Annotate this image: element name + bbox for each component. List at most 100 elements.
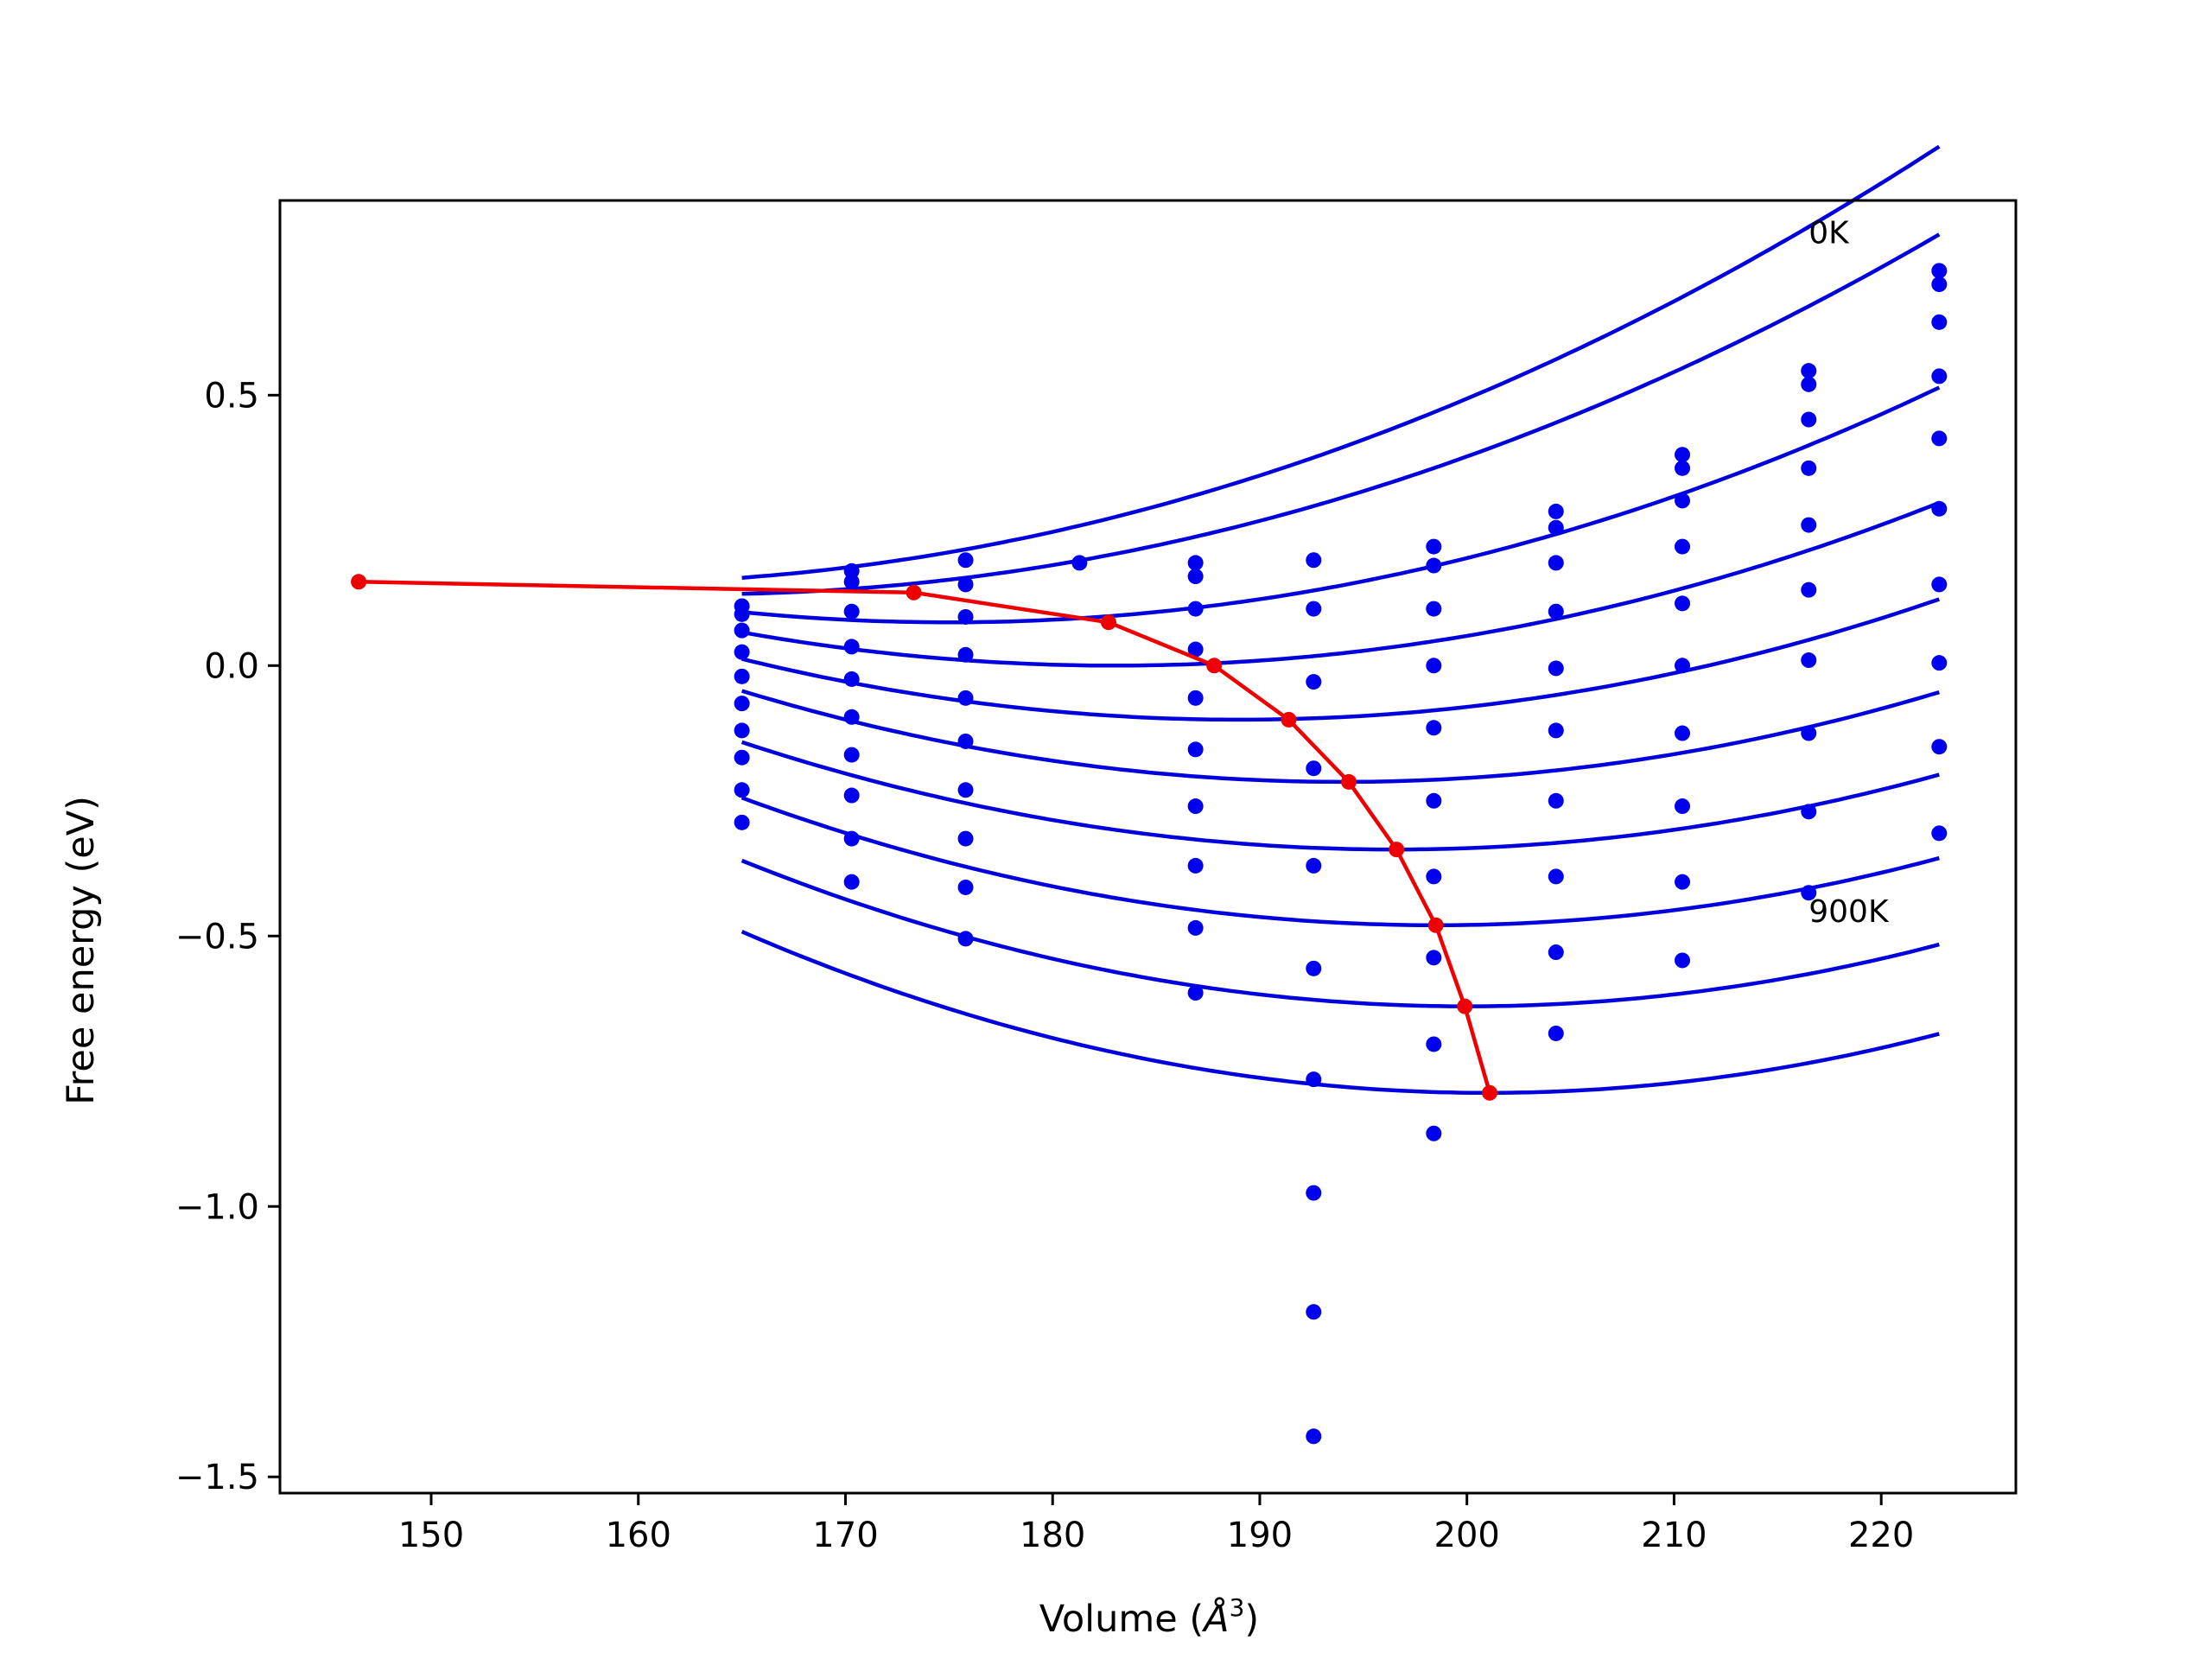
minimum-point xyxy=(1341,773,1357,790)
data-point xyxy=(843,574,860,590)
data-point xyxy=(843,563,860,579)
data-point xyxy=(1931,314,1948,330)
x-axis-label-text: Volume ( xyxy=(1039,1598,1204,1641)
y-tick-label: −0.5 xyxy=(175,917,259,957)
x-tick-label: 210 xyxy=(1641,1516,1707,1555)
data-point xyxy=(843,787,860,804)
minimum-point xyxy=(351,574,367,590)
minimum-point xyxy=(1427,917,1444,933)
minimum-point xyxy=(1389,842,1405,858)
data-point xyxy=(843,874,860,890)
fit-curve-7 xyxy=(741,796,1940,928)
data-point xyxy=(1931,263,1948,279)
fit-curve-4 xyxy=(741,597,1941,722)
data-point xyxy=(1801,363,1817,379)
fit-curve-2 xyxy=(741,385,1941,625)
data-point xyxy=(1675,595,1691,612)
minimum-point xyxy=(1100,614,1116,631)
data-point xyxy=(1426,1036,1442,1052)
data-point xyxy=(1931,739,1948,755)
x-axis-label-unit: Å xyxy=(1201,1597,1229,1641)
minimum-path xyxy=(351,574,1498,1101)
data-point xyxy=(1675,460,1691,476)
data-point xyxy=(843,671,860,687)
data-point xyxy=(1187,919,1204,936)
data-point xyxy=(1071,555,1088,571)
minimum-point xyxy=(1457,998,1473,1014)
data-point xyxy=(957,733,974,749)
data-point xyxy=(843,603,860,620)
fit-curve-8 xyxy=(741,858,1940,1008)
x-tick-label: 170 xyxy=(812,1516,878,1555)
data-point xyxy=(1675,874,1691,890)
y-axis-label: Free energy (eV) xyxy=(60,796,103,1105)
data-point xyxy=(1801,582,1817,598)
minimum-path-line xyxy=(359,580,1492,1094)
data-point xyxy=(1801,517,1817,533)
data-point xyxy=(1426,658,1442,674)
minimum-point xyxy=(1482,1084,1498,1101)
data-point xyxy=(1426,601,1442,617)
data-point xyxy=(734,644,750,660)
data-point xyxy=(1306,1304,1322,1320)
data-point xyxy=(1801,411,1817,428)
data-point xyxy=(1931,500,1948,517)
data-point xyxy=(957,576,974,593)
data-point xyxy=(734,782,750,798)
data-point xyxy=(957,552,974,569)
fit-curve-6 xyxy=(741,740,1940,852)
plot-frame xyxy=(278,199,2018,1495)
minimum-point xyxy=(1206,658,1223,674)
minimum-point xyxy=(1281,711,1297,728)
y-tick-label: 0.0 xyxy=(204,646,259,686)
data-point xyxy=(1548,503,1564,519)
temperature-annotation: 0K xyxy=(1808,216,1850,251)
fit-curve-5 xyxy=(741,689,1940,785)
data-point xyxy=(1306,552,1322,569)
data-point xyxy=(843,830,860,847)
x-tick-label: 150 xyxy=(398,1516,464,1555)
data-point xyxy=(1187,555,1204,571)
data-point xyxy=(1548,603,1564,620)
data-point xyxy=(1548,555,1564,571)
data-point xyxy=(1801,376,1817,392)
data-point xyxy=(734,749,750,766)
data-point xyxy=(1801,460,1817,476)
data-point xyxy=(1306,601,1322,617)
data-point xyxy=(1187,857,1204,874)
data-point xyxy=(957,690,974,706)
y-tick-label: −1.5 xyxy=(175,1458,259,1497)
data-point xyxy=(1675,798,1691,815)
data-point xyxy=(734,696,750,712)
data-point xyxy=(957,608,974,625)
x-axis-ticks: 150 160 170 180 190 200 210 220 xyxy=(398,1493,1914,1555)
data-point xyxy=(1801,725,1817,741)
data-point xyxy=(734,814,750,830)
fit-curve-3 xyxy=(741,500,1941,668)
data-point xyxy=(1675,725,1691,741)
data-point xyxy=(1306,760,1322,777)
data-point xyxy=(1306,857,1322,874)
data-point xyxy=(1306,674,1322,690)
y-axis-ticks: −1.5 −1.0 −0.5 0.0 0.5 xyxy=(175,376,280,1497)
x-axis-label-suffix: ) xyxy=(1244,1598,1259,1641)
data-point xyxy=(1426,950,1442,966)
data-point xyxy=(1426,1125,1442,1141)
data-point xyxy=(1426,557,1442,574)
data-point xyxy=(957,782,974,798)
data-point xyxy=(1426,720,1442,736)
fit-curve-9 xyxy=(741,930,1940,1096)
data-points xyxy=(734,263,1948,1445)
minimum-point xyxy=(906,584,922,601)
data-point xyxy=(1548,722,1564,739)
data-point xyxy=(1187,985,1204,1001)
data-point xyxy=(1931,825,1948,842)
data-point xyxy=(1426,868,1442,885)
data-point xyxy=(1931,430,1948,447)
data-point xyxy=(734,622,750,639)
data-point xyxy=(734,606,750,622)
data-point xyxy=(734,722,750,739)
data-point xyxy=(1548,944,1564,961)
x-axis-label: Volume (Å3) xyxy=(1039,1593,1259,1641)
